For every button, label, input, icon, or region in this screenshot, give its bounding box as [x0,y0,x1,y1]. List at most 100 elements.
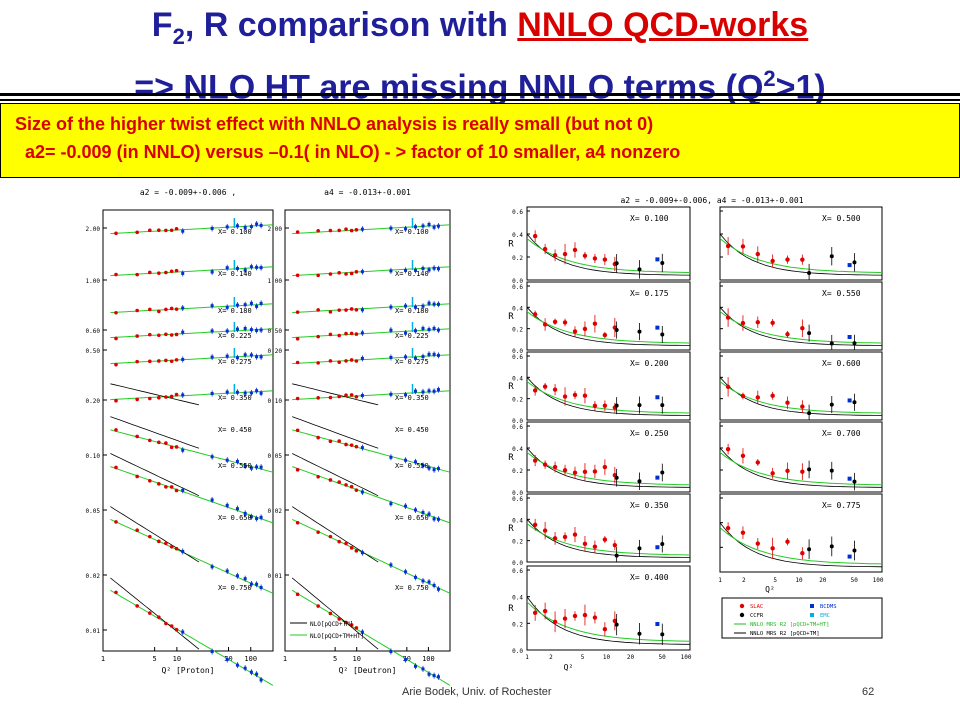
f2-point-slac-deuteron [328,272,333,276]
f2-point-slac-deuteron [344,442,348,447]
r-point-slac-right-4 [740,530,746,535]
f2-y-tick-proton: 0.10 [86,453,101,460]
f2-point-bcdms-proton [225,390,229,394]
f2-point-slac-proton [164,441,168,445]
f2-point-bcdms-deuteron [413,329,417,333]
f2-point-slac-deuteron [344,331,348,336]
r-point-bcdms-left-4 [655,545,660,550]
f2-point-slac-deuteron [328,439,333,444]
f2-point-bcdms-deuteron [360,394,364,398]
f2-point-slac-proton [148,228,152,233]
f2-bin-label-deuteron: X= 0.650 [395,514,429,522]
r-y-tick: 0.0 [512,348,523,355]
r-legend-label-2: CCFR [750,613,764,619]
f2-x-tick-proton: 10 [173,655,181,663]
r-point-slac-right-4 [785,539,790,544]
f2-nlo-curve-deuteron [292,383,379,406]
f2-point-bcdms-proton [181,271,185,275]
r-y-tick: 0.0 [512,490,523,497]
f2-point-slac-proton [135,528,139,532]
f2-point-bcdms-deuteron [427,268,431,272]
f2-point-slac-proton [157,359,161,363]
f2-bin-label-proton: X= 0.550 [218,462,252,470]
r-y-tick: 0.4 [512,305,523,312]
r-point-ccfr-right-4 [829,544,834,549]
f2-point-slac-deuteron [349,358,354,362]
r-x-tick-right: 50 [851,577,859,584]
f2-point-bcdms-proton [255,328,259,332]
f2-nlo-curve-proton [110,383,200,406]
f2-point-bcdms-proton [255,465,259,469]
r-point-bcdms-right-3 [847,476,852,481]
f2-point-bcdms-deuteron [432,266,436,270]
f2-nlo-curve-proton [110,416,200,449]
f2-point-bcdms-deuteron [413,508,417,512]
r-point-slac-left-0 [572,247,578,253]
f2-point-slac-deuteron [316,435,320,440]
r-point-bcdms-left-3 [655,475,660,480]
r-bin-label-right-0: X= 0.500 [822,214,861,223]
r-y-tick: 0.2 [512,468,523,475]
r-point-slac-left-1 [562,320,568,325]
f2-point-bcdms-proton [255,222,259,226]
f2-point-bcdms-proton [249,328,253,332]
f2-point-bcdms-proton [259,515,263,519]
r-bin-label-left-2: X= 0.200 [630,359,669,368]
f2-point-bcdms-proton [225,266,229,270]
r-point-slac-right-3 [785,468,790,474]
f2-point-bcdms-deuteron [436,388,440,392]
f2-point-slac-proton [148,307,152,312]
r-point-slac-left-1 [532,312,538,317]
f2-point-bcdms-deuteron [432,352,436,356]
f2-point-bcdms-proton [210,355,214,359]
f2-point-bcdms-deuteron [413,460,417,464]
f2-point-slac-proton [157,228,161,233]
f2-point-slac-proton [169,544,174,549]
r-legend-marker-3 [810,613,814,617]
f2-point-bcdms-deuteron [404,458,408,462]
f2-point-bcdms-deuteron [427,328,431,332]
f2-point-slac-proton [114,362,118,367]
f2-point-slac-proton [135,230,139,235]
f2-point-bcdms-proton [210,455,214,459]
f2-point-bcdms-proton [249,265,253,269]
f2-point-bcdms-deuteron [427,301,431,305]
f2-point-slac-proton [169,359,174,364]
f2-point-slac-proton [148,270,152,275]
f2-bin-label-deuteron: X= 0.550 [395,462,429,470]
f2-point-bcdms-proton [243,225,247,229]
r-point-ccfr-left-3 [637,479,642,484]
r-point-slac-left-2 [562,394,568,399]
f2-point-bcdms-deuteron [404,504,408,508]
r-point-slac-left-0 [562,251,568,257]
r-point-slac-left-4 [532,522,538,527]
r-point-slac-left-2 [552,387,558,392]
f2-point-slac-deuteron [316,474,320,479]
f2-point-slac-deuteron [328,310,333,314]
f2-point-slac-proton [157,615,161,619]
f2-bin-label-proton: X= 0.750 [218,584,252,592]
f2-point-slac-deuteron [295,273,300,278]
f2-point-bcdms-deuteron [421,463,425,467]
f2-point-slac-proton [148,438,152,443]
f2-point-bcdms-proton [235,459,239,463]
f2-point-bcdms-proton [210,270,214,274]
r-point-slac-right-2 [770,393,775,398]
f2-point-bcdms-deuteron [404,227,408,231]
r-frame-left-1 [526,281,691,351]
f2-point-bcdms-proton [243,268,247,272]
f2-point-bcdms-proton [243,353,247,357]
f2-point-bcdms-deuteron [421,355,425,359]
r-point-slac-right-2 [725,384,731,390]
f2-point-slac-deuteron [354,359,359,363]
title-divider-2 [0,99,960,101]
f2-point-slac-deuteron [328,395,333,400]
r-point-slac-right-3 [755,460,760,465]
r-y-tick: 0.2 [512,327,523,334]
f2-point-slac-deuteron [295,310,300,314]
r-ylabel: R [508,524,514,534]
r-point-slac-right-2 [755,395,760,400]
r-point-ccfr-right-2 [829,402,834,407]
r-point-slac-right-3 [725,447,731,452]
f2-point-slac-deuteron [328,359,333,363]
